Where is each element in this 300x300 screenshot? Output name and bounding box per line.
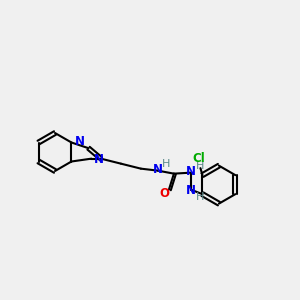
Text: N: N <box>186 184 196 197</box>
Text: Cl: Cl <box>192 152 205 165</box>
Text: H: H <box>196 192 204 202</box>
Text: H: H <box>196 161 204 171</box>
Text: N: N <box>186 165 196 178</box>
Text: N: N <box>74 135 85 148</box>
Text: N: N <box>93 153 103 166</box>
Text: N: N <box>153 163 163 176</box>
Text: O: O <box>159 187 169 200</box>
Text: H: H <box>162 159 170 169</box>
